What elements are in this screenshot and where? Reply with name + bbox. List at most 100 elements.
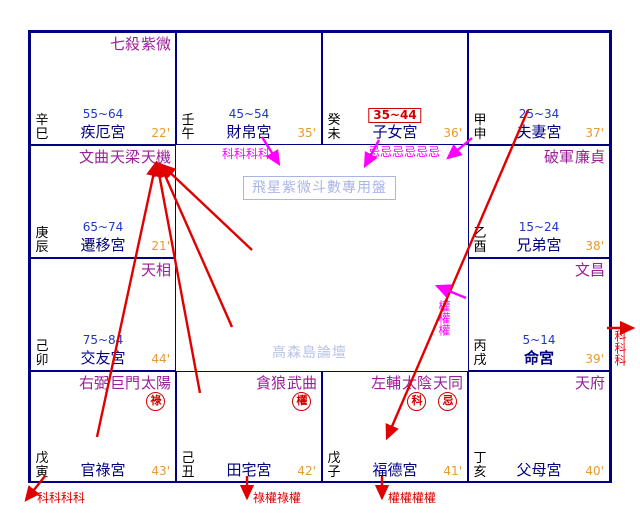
palace-stem-branch: 己丑 bbox=[181, 451, 195, 480]
star-column: 紫微 bbox=[141, 36, 171, 52]
star-column: 天機 bbox=[141, 149, 171, 165]
palace-number: 36' bbox=[443, 126, 462, 140]
palace-number: 39' bbox=[585, 352, 604, 366]
star-name: 天機 bbox=[140, 148, 171, 166]
star-name: 文昌 bbox=[574, 261, 605, 279]
star-name: 太陽 bbox=[140, 374, 171, 392]
palace-cell-guan-lu[interactable]: 太陽 祿 巨門 右弼 戊寅 官祿宮 43' bbox=[30, 371, 176, 483]
star-name: 七殺 bbox=[109, 35, 140, 53]
palace-number: 38' bbox=[585, 239, 604, 253]
star-group: 天府 bbox=[575, 375, 605, 391]
star-column: 巨門 bbox=[110, 375, 140, 411]
palace-cell-jiao-you[interactable]: 天相 己卯 75~84 交友宮 44' bbox=[30, 258, 176, 371]
palace-cell-zi-nv[interactable]: 癸未 35~44 子女宮 36' bbox=[322, 32, 468, 145]
star-name: 天梁 bbox=[109, 148, 140, 166]
palace-number: 44' bbox=[151, 352, 170, 366]
star-group: 天相 bbox=[141, 262, 171, 278]
palace-cell-xiong-di[interactable]: 廉貞 破軍 乙酉 15~24 兄弟宮 38' bbox=[468, 145, 610, 258]
palace-stem-branch: 癸未 bbox=[327, 113, 341, 142]
star-column: 右弼 bbox=[79, 375, 109, 411]
palace-name: 兄弟宮 bbox=[516, 236, 562, 254]
palace-number: 43' bbox=[151, 464, 170, 478]
star-column: 太陰 科 bbox=[402, 375, 432, 411]
star-column: 七殺 bbox=[110, 36, 140, 52]
star-name: 左輔 bbox=[370, 374, 401, 392]
palace-age-range: 45~54 bbox=[228, 107, 270, 121]
star-column: 文昌 bbox=[575, 262, 605, 278]
sihua-badge-ji: 忌 bbox=[438, 392, 458, 411]
palace-name: 父母宮 bbox=[516, 461, 562, 479]
sihua-badge-quan: 權 bbox=[292, 392, 312, 411]
star-column: 廉貞 bbox=[575, 149, 605, 165]
star-column: 貪狼 bbox=[256, 375, 286, 411]
star-column: 天相 bbox=[141, 262, 171, 278]
palace-age-range: 15~24 bbox=[518, 220, 560, 234]
star-column: 文曲 bbox=[79, 149, 109, 165]
watermark-text: 高森島論壇 bbox=[272, 345, 347, 361]
palace-age-range: 75~84 bbox=[82, 333, 124, 347]
palace-stem-branch: 甲申 bbox=[473, 113, 487, 142]
palace-stem-branch: 丙戌 bbox=[473, 339, 487, 368]
palace-name: 遷移宮 bbox=[80, 236, 126, 254]
sihua-badge-lu: 祿 bbox=[146, 392, 166, 411]
star-group: 文昌 bbox=[575, 262, 605, 278]
palace-cell-ji-e[interactable]: 紫微 七殺 辛巳 55~64 疾厄宮 22' bbox=[30, 32, 176, 145]
palace-number: 41' bbox=[443, 464, 462, 478]
palace-cell-cai-bo[interactable]: 壬午 45~54 財帛宮 35' bbox=[176, 32, 322, 145]
palace-stem-branch: 丁亥 bbox=[473, 451, 487, 480]
star-name: 貪狼 bbox=[255, 374, 286, 392]
palace-cell-tian-zhai[interactable]: 武曲 權 貪狼 己丑 田宅宮 42' bbox=[176, 371, 322, 483]
chart-title-box: 飛星紫微斗數專用盤 bbox=[243, 176, 396, 200]
palace-stem-branch: 壬午 bbox=[181, 113, 195, 142]
annotation-quan-right-mid: 權權權 bbox=[437, 300, 451, 336]
palace-name: 財帛宮 bbox=[226, 123, 272, 141]
palace-cell-qian-yi[interactable]: 天機 天梁 文曲 庚辰 65~74 遷移宮 21' bbox=[30, 145, 176, 258]
star-name: 破軍 bbox=[543, 148, 574, 166]
palace-name: 官祿宮 bbox=[80, 461, 126, 479]
star-group: 紫微 七殺 bbox=[110, 36, 171, 52]
star-name: 天相 bbox=[140, 261, 171, 279]
palace-stem-branch: 庚辰 bbox=[35, 226, 49, 255]
palace-stem-branch: 戊子 bbox=[327, 451, 341, 480]
palace-age-range: 25~34 bbox=[518, 107, 560, 121]
palace-number: 40' bbox=[585, 464, 604, 478]
palace-name: 疾厄宮 bbox=[80, 123, 126, 141]
palace-cell-ming-gong[interactable]: 文昌 丙戌 5~14 命宮 39' bbox=[468, 258, 610, 371]
palace-age-range: 65~74 bbox=[82, 220, 124, 234]
star-group: 廉貞 破軍 bbox=[544, 149, 605, 165]
star-group: 太陽 祿 巨門 右弼 bbox=[79, 375, 171, 411]
center-panel-upper bbox=[176, 145, 468, 258]
star-group: 天同 忌 太陰 科 左輔 bbox=[371, 375, 463, 411]
annotation-ke-top-center: 科科科科 bbox=[222, 147, 271, 161]
palace-stem-branch: 戊寅 bbox=[35, 451, 49, 480]
palace-cell-fu-mu[interactable]: 天府 丁亥 父母宮 40' bbox=[468, 371, 610, 483]
palace-age-range-current: 35~44 bbox=[368, 108, 422, 123]
star-column: 天梁 bbox=[110, 149, 140, 165]
palace-name: 福德宮 bbox=[372, 461, 418, 479]
palace-number: 35' bbox=[297, 126, 316, 140]
annotation-ke-right-edge: 科科科 bbox=[613, 330, 627, 366]
chart-grid: 紫微 七殺 辛巳 55~64 疾厄宮 22' 壬午 45~54 財帛宮 35' … bbox=[28, 30, 612, 483]
star-name: 巨門 bbox=[109, 374, 140, 392]
palace-name: 夫妻宮 bbox=[516, 123, 562, 141]
star-column: 武曲 權 bbox=[287, 375, 317, 411]
star-group: 天機 天梁 文曲 bbox=[79, 149, 171, 165]
palace-number: 22' bbox=[151, 126, 170, 140]
palace-cell-fu-qi[interactable]: 甲申 25~34 夫妻宮 37' bbox=[468, 32, 610, 145]
annotation-ke-bottom-left: 科科科科 bbox=[37, 491, 86, 505]
star-column: 左輔 bbox=[371, 375, 401, 411]
annotation-ji-top-right: 忌忌忌忌忌忌 bbox=[368, 145, 441, 159]
star-column: 天府 bbox=[575, 375, 605, 391]
annotation-lu-quan-bottom: 祿權祿權 bbox=[253, 491, 302, 505]
star-name: 天同 bbox=[432, 374, 463, 392]
star-name: 天府 bbox=[574, 374, 605, 392]
star-name: 廉貞 bbox=[574, 148, 605, 166]
palace-cell-fu-de[interactable]: 天同 忌 太陰 科 左輔 戊子 福德宮 41' bbox=[322, 371, 468, 483]
star-column: 太陽 祿 bbox=[141, 375, 171, 411]
palace-stem-branch: 己卯 bbox=[35, 339, 49, 368]
star-name: 紫微 bbox=[140, 35, 171, 53]
star-name: 太陰 bbox=[401, 374, 432, 392]
palace-name: 子女宮 bbox=[372, 123, 418, 141]
palace-stem-branch: 乙酉 bbox=[473, 226, 487, 255]
